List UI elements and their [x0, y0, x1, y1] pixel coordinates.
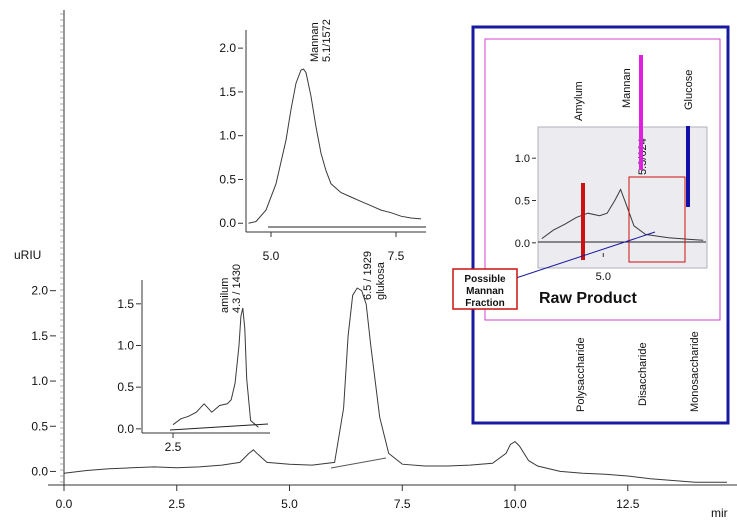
raw-product-series-line	[541, 188, 704, 241]
raw-product-x-ticks: 5.0	[596, 253, 611, 283]
raw-product-panel: 0.00.51.0 5.0 5.3/624 Amylum Mannan Gluc…	[471, 25, 730, 425]
mannan-y-tick-label: 0.5	[219, 172, 236, 186]
amilum-y-tick-label: 0.5	[117, 380, 134, 394]
amilum-x-ticks: 2.5	[165, 433, 182, 454]
main-y-tick-label: 1.0	[31, 374, 48, 388]
mannan-peak-annotation-name: Mannan	[309, 22, 321, 62]
mannan-series-line	[248, 68, 422, 224]
raw-product-title: Raw Product	[539, 290, 637, 307]
mannan-y-tick-label: 1.5	[219, 85, 236, 99]
mannan-y-tick-label: 0.0	[219, 216, 236, 230]
glucose-peak-annotation-value: 6.5 / 1929	[362, 251, 374, 300]
main-y-tick-label: 0.0	[31, 464, 48, 478]
main-x-ticks: 0.0 2.5 5.0 7.5 10.0 12.5	[56, 485, 640, 511]
amilum-y-tick-label: 0.0	[117, 422, 134, 436]
main-y-ticks: 0.0 0.5 1.0 1.5 2.0	[31, 13, 64, 483]
main-x-tick-label: 12.5	[616, 497, 640, 511]
mannan-y-tick-label: 1.0	[219, 129, 236, 143]
main-y-axis-label: uRIU	[14, 248, 41, 262]
callout-line-3: Fraction	[465, 298, 504, 309]
amilum-y-tick-label: 1.0	[117, 339, 134, 353]
glucose-peak-annotation-name: glukosa	[375, 261, 387, 300]
callout-box	[452, 268, 518, 310]
mannan-x-tick-label: 5.0	[263, 249, 280, 263]
raw-product-x-tick-label: 5.0	[596, 271, 611, 283]
raw-product-y-tick-label: 1.0	[515, 153, 530, 165]
callout-line-2: Mannan	[466, 286, 504, 297]
amilum-series-line	[172, 307, 259, 428]
mannan-x-ticks: 5.0 7.5	[263, 232, 405, 263]
mannan-peak-annotation-value: 5.1/1572	[321, 19, 333, 62]
monosaccharide-label: Monosaccharide	[689, 331, 701, 412]
main-x-tick-label: 0.0	[56, 497, 73, 511]
raw-product-y-tick-label: 0.5	[515, 196, 530, 208]
main-y-tick-label: 1.5	[31, 329, 48, 343]
amilum-y-tick-label: 1.5	[117, 297, 134, 311]
disaccharide-label: Disaccharide	[637, 342, 649, 406]
mannan-x-tick-label: 7.5	[388, 249, 405, 263]
panel-magenta-frame	[484, 38, 721, 321]
amilum-peak-annotation-name: amilum	[219, 278, 231, 313]
callout-line-1: Possible	[464, 274, 506, 285]
raw-product-y-ticks: 0.0 0.5 1.0	[515, 153, 536, 250]
main-x-tick-label: 7.5	[394, 497, 411, 511]
main-x-tick-label: 2.5	[168, 497, 185, 511]
raw-product-plot-area	[537, 126, 708, 269]
mannan-fraction-box	[628, 176, 686, 263]
raw-product-y-tick-label: 0.0	[515, 238, 530, 250]
main-x-tick-label: 5.0	[281, 497, 298, 511]
amylum-top-label: Amylum	[573, 81, 585, 121]
possible-mannan-fraction-callout: Possible Mannan Fraction	[452, 231, 656, 310]
main-x-axis-label: mir	[711, 506, 728, 520]
glucose-peak-baseline	[330, 457, 387, 469]
amilum-baseline	[169, 423, 269, 431]
main-x-tick-label: 10.0	[503, 497, 527, 511]
polysaccharide-label: Polysaccharide	[575, 337, 587, 412]
mannan-inset: 0.0 0.5 1.0 1.5 2.0 5.0 7.5 Mannan 5.1/1572	[219, 19, 426, 263]
main-chart: 0.0 0.5 1.0 1.5 2.0 0.0 2.5 5.0 7.5 10.0 12.5 uRI…	[14, 10, 737, 520]
amilum-x-tick-label: 2.5	[165, 440, 182, 454]
glucose-top-label: Glucose	[683, 70, 695, 110]
main-y-tick-label: 2.0	[31, 284, 48, 298]
amilum-y-ticks: 0.0 0.5 1.0 1.5	[117, 297, 141, 436]
amilum-inset: 0.0 0.5 1.0 1.5 2.5 amilum 4.3 / 1430	[117, 264, 270, 454]
main-y-tick-label: 0.5	[31, 419, 48, 433]
main-series-line	[63, 287, 727, 483]
callout-pointer	[515, 231, 656, 279]
mannan-y-tick-label: 2.0	[219, 41, 236, 55]
amilum-peak-annotation-value: 4.3 / 1430	[231, 264, 243, 313]
mannan-y-ticks: 0.0 0.5 1.0 1.5 2.0	[219, 41, 243, 230]
mannan-top-label: Mannan	[621, 68, 633, 108]
